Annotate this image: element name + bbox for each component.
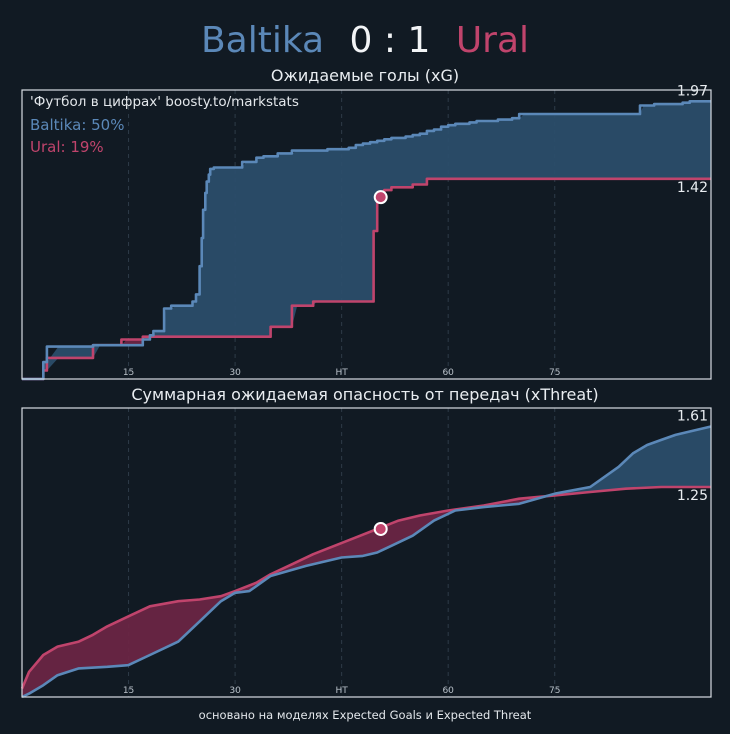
chart-frame bbox=[21, 407, 712, 698]
away-advantage-area bbox=[22, 426, 711, 697]
goal-marker bbox=[373, 521, 388, 536]
home-team-name: Baltika bbox=[201, 20, 324, 61]
goal-marker bbox=[373, 190, 388, 205]
xg-chart: 15 30 HT 60 75 1.97 1.42 bbox=[21, 83, 712, 381]
away-team-name: Ural bbox=[456, 20, 529, 61]
x-tick-label: 30 bbox=[229, 686, 241, 696]
x-tick-label: 15 bbox=[123, 368, 134, 378]
series-line-baltika bbox=[22, 100, 711, 381]
chart-frame bbox=[21, 89, 712, 380]
baltika-end-value: 1.97 bbox=[677, 83, 708, 99]
footer-note: основано на моделях Expected Goals и Exp… bbox=[199, 708, 532, 722]
x-tick-label: 60 bbox=[442, 686, 454, 696]
x-tick-label: 75 bbox=[549, 368, 560, 378]
xthreat-chart-title: Суммарная ожидаемая опасность от передач… bbox=[131, 385, 598, 404]
xg-chart-title: Ожидаемые голы (xG) bbox=[271, 66, 459, 85]
x-tick-label: 30 bbox=[229, 368, 241, 378]
baltika-end-value: 1.61 bbox=[677, 408, 708, 424]
x-tick-label: 75 bbox=[549, 686, 560, 696]
x-tick-label: 60 bbox=[442, 368, 454, 378]
x-tick-label: HT bbox=[336, 686, 349, 696]
series-line-ural bbox=[20, 485, 711, 690]
away-win-probability: Ural: 19% bbox=[30, 138, 104, 156]
home-advantage-area bbox=[22, 101, 711, 380]
home-advantage-area bbox=[22, 426, 711, 689]
score: 0 : 1 bbox=[350, 20, 431, 61]
x-tick-label: 15 bbox=[123, 686, 134, 696]
x-tick-label: HT bbox=[336, 368, 349, 378]
xthreat-chart: 15 30 HT 60 75 1.61 1.25 bbox=[20, 407, 712, 699]
series-line-baltika bbox=[21, 425, 712, 699]
home-win-probability: Baltika: 50% bbox=[30, 116, 124, 134]
score-header: Baltika 0 : 1 Ural bbox=[201, 20, 529, 61]
ural-end-value: 1.42 bbox=[677, 180, 708, 196]
source-credit: 'Футбол в цифрах' boosty.to/markstats bbox=[30, 94, 299, 110]
ural-end-value: 1.25 bbox=[677, 488, 708, 504]
